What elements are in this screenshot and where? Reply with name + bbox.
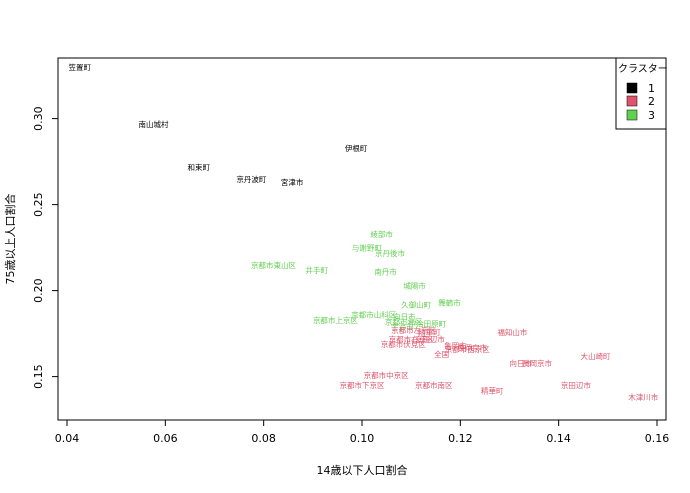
x-tick-label: 0.16 [645, 432, 670, 445]
point-label: 京田辺市 [561, 380, 591, 390]
x-tick-label: 0.10 [350, 432, 375, 445]
x-tick-label: 0.14 [546, 432, 571, 445]
point-label: 長岡京市 [522, 358, 552, 368]
x-tick-label: 0.06 [153, 432, 178, 445]
point-label: 綾部市 [370, 229, 393, 239]
x-tick-label: 0.04 [55, 432, 80, 445]
y-tick-label: 0.30 [32, 106, 45, 131]
point-label: 京都市左京区 [391, 325, 436, 335]
point-label: 与謝野町 [352, 243, 382, 253]
legend-title: クラスター [618, 63, 668, 75]
y-tick-label: 0.15 [32, 364, 45, 389]
point-label: 京丹波町 [236, 174, 266, 184]
point-label: 和束町 [188, 163, 211, 172]
point-label: 向日市 [510, 358, 533, 368]
point-label: 京都市北区 [385, 317, 423, 327]
point-label: 宇治市 [391, 322, 414, 332]
legend-swatch-3 [626, 109, 638, 121]
point-label: 精華町 [418, 327, 441, 337]
point-label: 精華町 [481, 385, 504, 395]
point-label: 伊根町 [345, 143, 368, 153]
point-label: 井手町 [306, 265, 329, 275]
legend-frame [615, 57, 667, 130]
point-label: 京丹後市 [375, 248, 405, 258]
point-label: 京都市下京区 [340, 380, 385, 390]
point-label: 宮津市 [281, 177, 304, 187]
point-label: 京都市上京区 [313, 315, 358, 325]
point-label: 京都市山科区 [351, 310, 396, 320]
y-tick-label: 0.20 [32, 278, 45, 303]
point-label: 舞鶴市 [438, 298, 461, 308]
point-label: 全国 [434, 349, 449, 359]
point-label: 京都市東山区 [251, 260, 296, 270]
point-label: 京都市伏見区 [381, 339, 426, 349]
point-label: 京都市南区 [415, 380, 453, 390]
point-label: 福知山市 [497, 327, 527, 337]
point-label: 長岡京市 [457, 342, 487, 352]
axes: 0.04 0.06 0.08 0.10 0.12 0.14 0.16 0.15 0.20 0.25… [32, 106, 669, 445]
point-label: 城陽市 [403, 280, 426, 290]
point-label: 京田辺市 [415, 334, 445, 344]
point-label: 宇治田原町 [409, 318, 447, 328]
legend: クラスター 1 2 3 [615, 57, 668, 130]
plot-frame [57, 57, 667, 421]
legend-label-2: 2 [648, 95, 655, 108]
point-label: 向日市 [393, 311, 416, 321]
x-axis-label: 14歳以下人口割合 [317, 463, 408, 477]
legend-label-1: 1 [648, 82, 655, 95]
point-label: 南山城村 [139, 119, 169, 129]
y-tick-label: 0.25 [32, 192, 45, 217]
legend-swatch-2 [626, 95, 638, 107]
y-axis-label: 75歳以上人口割合 [3, 194, 17, 285]
point-label: 大山崎町 [581, 351, 611, 361]
point-label: 南丹市 [374, 267, 397, 277]
point-label: 笠置町 [69, 62, 92, 72]
point-label: 京都市中京区 [364, 370, 409, 380]
point-label: 京都市右京区 [389, 334, 434, 344]
point-label: 木津川市 [628, 392, 658, 402]
point-label: 京都市西京区 [445, 344, 490, 354]
x-tick-label: 0.08 [251, 432, 276, 445]
point-label: 亀岡市 [444, 341, 467, 351]
point-label: 久御山町 [401, 299, 431, 309]
legend-swatch-1 [626, 82, 638, 94]
legend-label-3: 3 [648, 109, 655, 122]
x-tick-label: 0.12 [448, 432, 473, 445]
